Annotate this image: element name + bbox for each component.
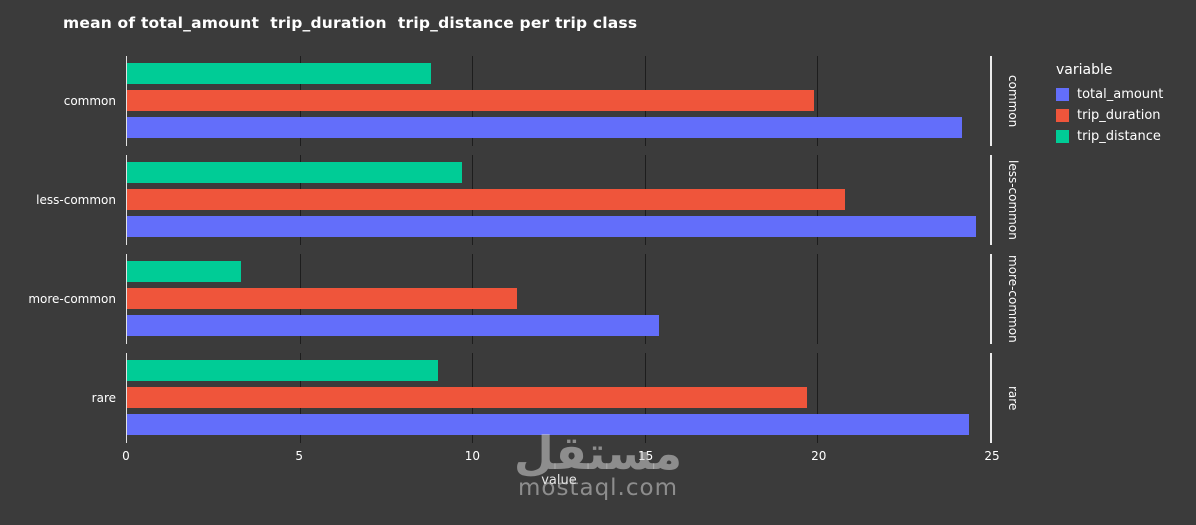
bar-trip_distance-rare[interactable]: [127, 360, 438, 381]
legend-swatch-trip_duration: [1056, 109, 1069, 122]
chart-title: mean of total_amount trip_duration trip_…: [63, 14, 638, 32]
gridline-x20: [817, 254, 819, 344]
y-tick-label-less-common: less-common: [36, 193, 116, 207]
x-tick-label-15: 15: [637, 449, 654, 463]
facet-label-common: common: [1006, 74, 1020, 128]
facet-labels: common less-common more-common rare: [998, 56, 1028, 443]
facet-row-rare: [126, 353, 992, 443]
facet-row-common: [126, 56, 992, 146]
legend-swatch-trip_distance: [1056, 130, 1069, 143]
x-tick-label-10: 10: [464, 449, 481, 463]
x-tick-label-20: 20: [811, 449, 827, 463]
gridline-x15: [644, 254, 646, 344]
bar-trip_distance-less-common[interactable]: [127, 162, 462, 183]
y-tick-label-common: common: [63, 94, 116, 108]
legend: variable total_amount trip_duration trip_d…: [1056, 62, 1163, 144]
y-axis-labels: common less-common more-common rare: [0, 56, 122, 443]
x-axis-title: value: [541, 473, 577, 488]
x-tick-label-5: 5: [295, 449, 304, 463]
x-axis-ticks: 0 5 10 15 20 25: [122, 449, 999, 465]
gridline-x20: [817, 56, 819, 146]
bar-trip_duration-more-common[interactable]: [127, 288, 518, 309]
bar-trip_duration-rare[interactable]: [127, 387, 808, 408]
x-tick-label-25: 25: [984, 449, 1000, 463]
bar-trip_duration-common[interactable]: [127, 90, 814, 111]
bar-total_amount-less-common[interactable]: [127, 216, 977, 237]
y-tick-label-rare: rare: [91, 391, 116, 405]
legend-label-total_amount: total_amount: [1077, 87, 1164, 102]
facet-label-more-common: more-common: [1006, 255, 1020, 343]
bar-total_amount-rare[interactable]: [127, 414, 970, 435]
legend-item-trip_duration[interactable]: trip_duration: [1056, 108, 1163, 123]
legend-items: total_amount trip_duration trip_distance: [1056, 87, 1163, 144]
legend-label-trip_duration: trip_duration: [1077, 108, 1161, 123]
bar-trip_duration-less-common[interactable]: [127, 189, 846, 210]
y-tick-label-more-common: more-common: [28, 292, 116, 306]
legend-title: variable: [1056, 62, 1113, 78]
bar-total_amount-common[interactable]: [127, 117, 963, 138]
x-tick-label-0: 0: [122, 449, 130, 463]
legend-item-total_amount[interactable]: total_amount: [1056, 87, 1163, 102]
facet-row-more-common: [126, 254, 992, 344]
legend-swatch-total_amount: [1056, 88, 1069, 101]
legend-item-trip_distance[interactable]: trip_distance: [1056, 129, 1163, 144]
legend-label-trip_distance: trip_distance: [1077, 129, 1161, 144]
bar-total_amount-more-common[interactable]: [127, 315, 659, 336]
facet-label-less-common: less-common: [1006, 160, 1020, 240]
facet-row-less-common: [126, 155, 992, 245]
gridline-x20: [817, 353, 819, 443]
facet-label-rare: rare: [1006, 385, 1020, 411]
bar-trip_distance-more-common[interactable]: [127, 261, 241, 282]
bar-trip_distance-common[interactable]: [127, 63, 431, 84]
plot-area: [126, 56, 992, 443]
